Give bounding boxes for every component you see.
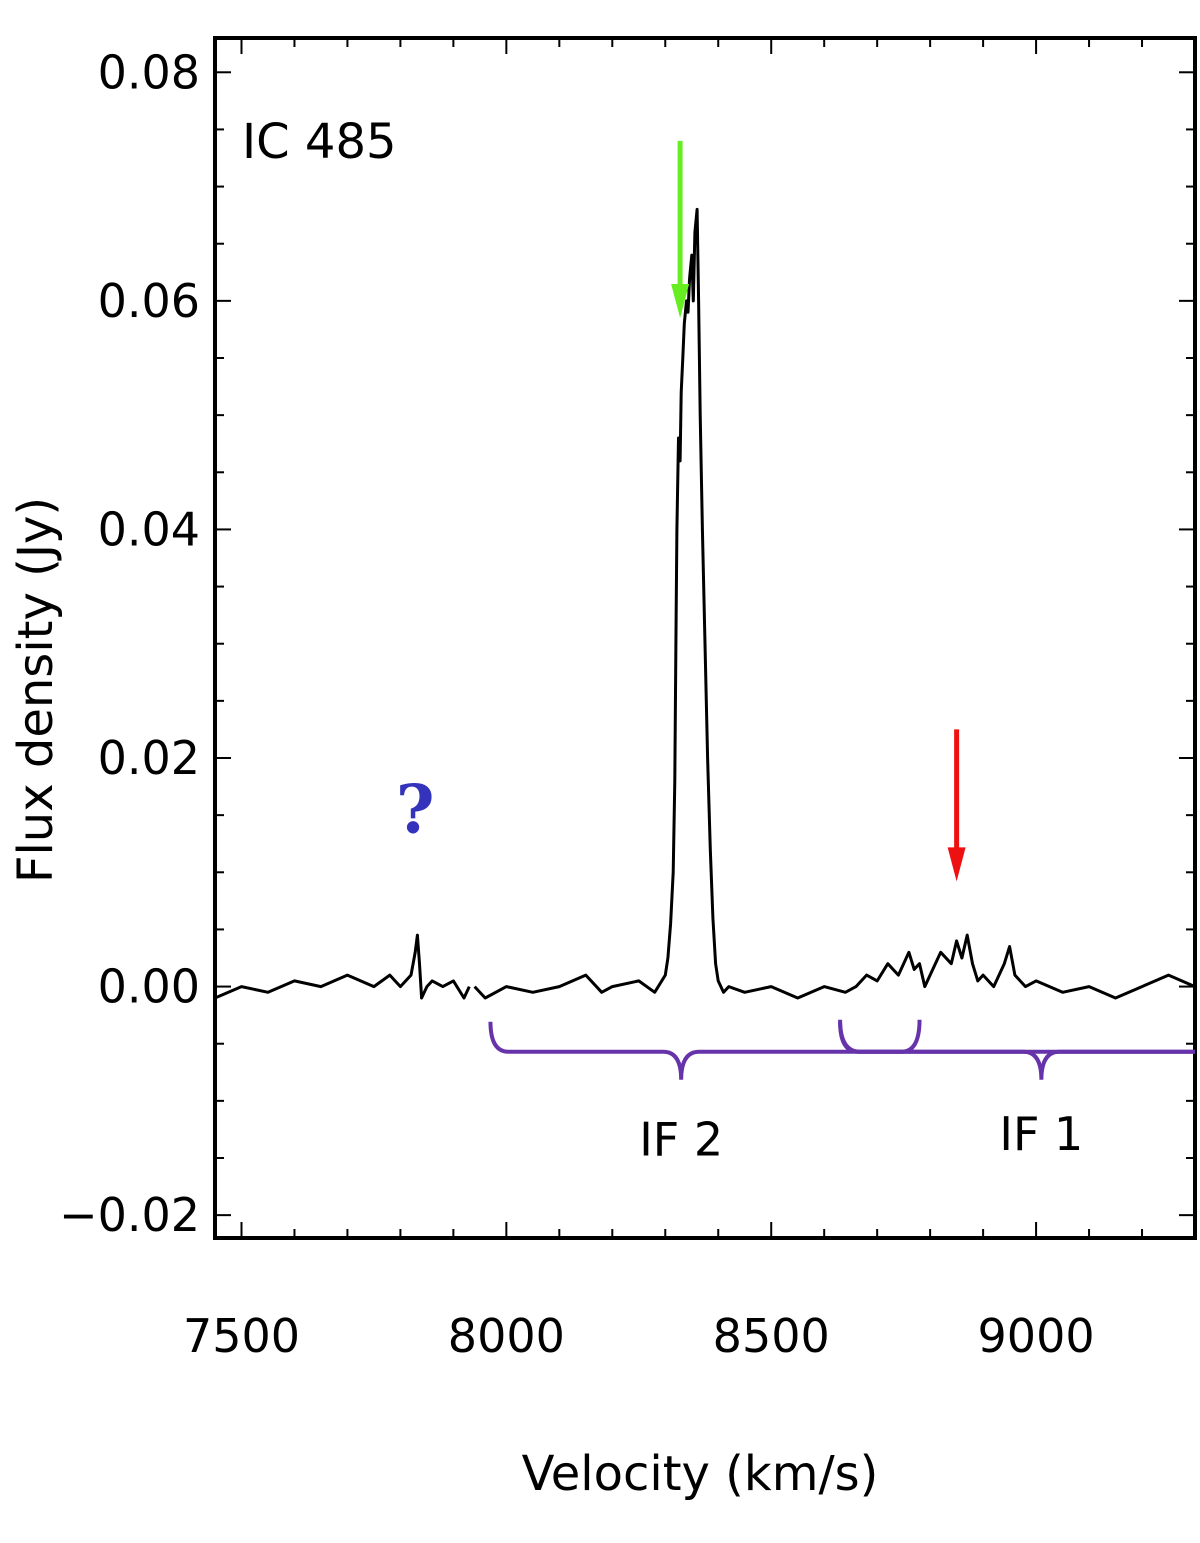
arrow-head <box>671 284 690 318</box>
x-tick-label: 8000 <box>448 1309 565 1363</box>
chart-title: IC 485 <box>242 114 397 170</box>
y-tick-label: 0.06 <box>98 274 200 328</box>
x-tick-label: 7500 <box>183 1309 300 1363</box>
spectrum-line <box>214 933 471 1000</box>
y-axis-label: Flux density (Jy) <box>8 497 64 883</box>
range-label: IF 1 <box>999 1107 1083 1161</box>
range-brace <box>488 1021 1195 1080</box>
arrow-head <box>947 847 966 882</box>
spectrum-line <box>473 207 1196 1000</box>
axis-ticks <box>215 38 1196 1238</box>
y-tick-label: 0.00 <box>98 960 200 1014</box>
x-axis-label: Velocity (km/s) <box>522 1446 879 1502</box>
x-tick-label: 9000 <box>978 1309 1095 1363</box>
range-label: IF 2 <box>639 1113 723 1167</box>
series-layer <box>214 207 1196 1000</box>
y-tick-label: 0.04 <box>98 502 200 556</box>
y-tick-label: 0.08 <box>98 45 200 99</box>
axis-tick-labels: 7500 8000 8500 9000 −0.02 0.00 0.02 0.04 0.06 0.0… <box>59 45 1095 1363</box>
y-tick-label: 0.02 <box>98 731 200 785</box>
x-tick-label: 8500 <box>713 1309 830 1363</box>
small-bracket <box>838 1019 922 1054</box>
y-tick-label: −0.02 <box>59 1188 200 1242</box>
question-mark-annotation: ? <box>396 770 435 848</box>
annotation-layer: ? IF 2 IF 1 <box>396 140 1195 1167</box>
plot-frame <box>213 36 1197 1240</box>
